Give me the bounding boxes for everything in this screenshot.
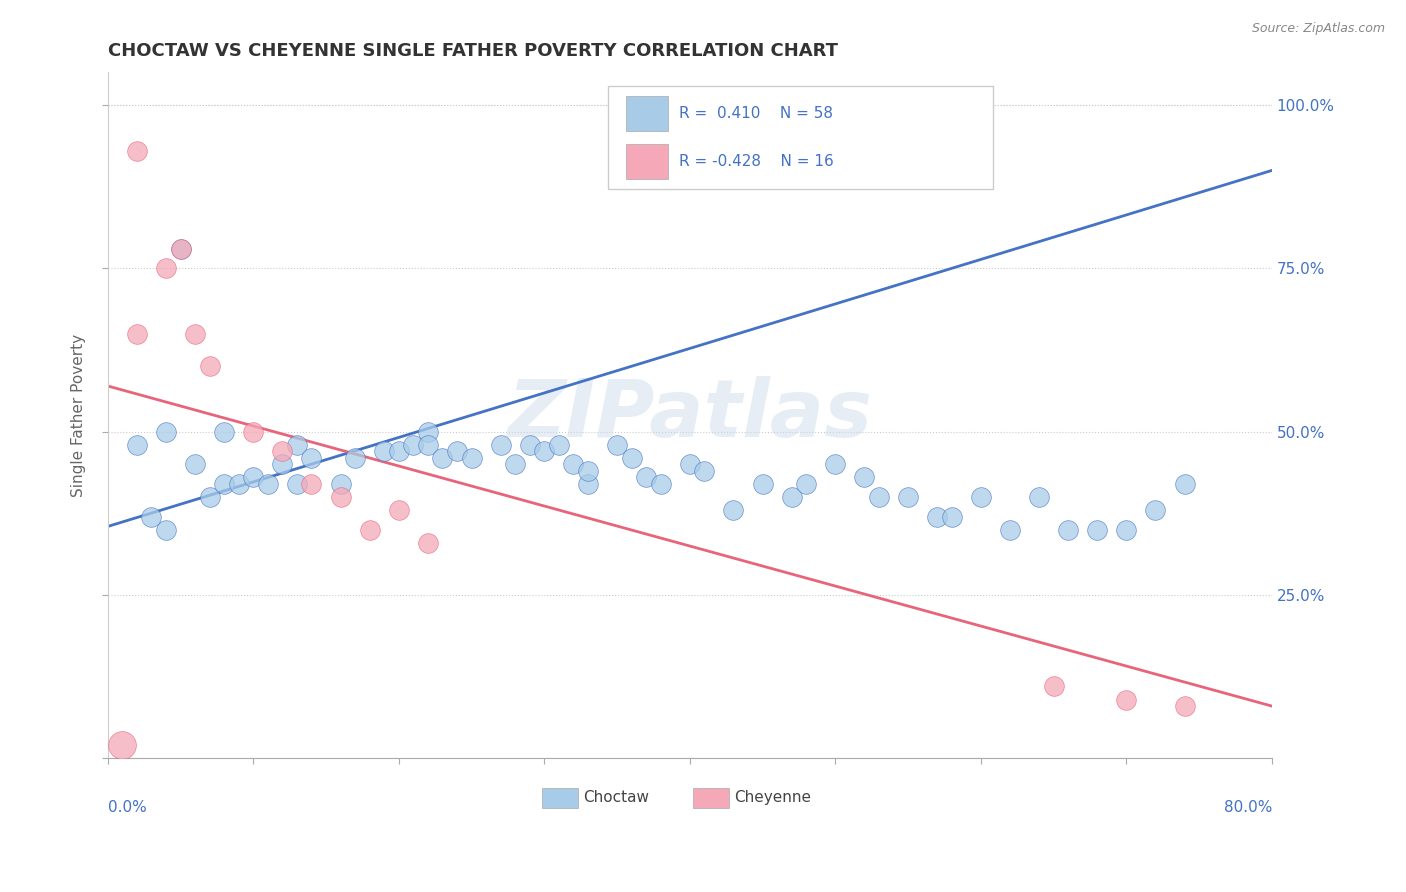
Point: [650, 477, 672, 491]
Point: [125, 438, 148, 452]
Point: [1144, 503, 1167, 517]
Point: [388, 503, 411, 517]
FancyBboxPatch shape: [693, 788, 730, 808]
Point: [927, 509, 949, 524]
Point: [679, 458, 702, 472]
Text: 0.0%: 0.0%: [108, 799, 146, 814]
Point: [1028, 490, 1050, 504]
Point: [636, 470, 658, 484]
Point: [271, 444, 294, 458]
Point: [751, 477, 773, 491]
Point: [970, 490, 993, 504]
Point: [620, 450, 643, 465]
Point: [141, 509, 163, 524]
Point: [562, 458, 585, 472]
Point: [824, 458, 846, 472]
Point: [794, 477, 817, 491]
Point: [155, 425, 177, 439]
Point: [547, 438, 569, 452]
Point: [301, 477, 323, 491]
Point: [256, 477, 278, 491]
Y-axis label: Single Father Poverty: Single Father Poverty: [72, 334, 86, 497]
Point: [416, 438, 439, 452]
Point: [301, 450, 323, 465]
Point: [212, 477, 235, 491]
Point: [519, 438, 541, 452]
Point: [503, 458, 526, 472]
Point: [1115, 692, 1137, 706]
Text: Cheyenne: Cheyenne: [734, 790, 811, 805]
Text: CHOCTAW VS CHEYENNE SINGLE FATHER POVERTY CORRELATION CHART: CHOCTAW VS CHEYENNE SINGLE FATHER POVERT…: [108, 42, 838, 60]
Point: [853, 470, 876, 484]
Point: [184, 458, 207, 472]
Point: [402, 438, 425, 452]
Point: [125, 326, 148, 341]
Point: [285, 477, 308, 491]
Point: [446, 444, 468, 458]
FancyBboxPatch shape: [626, 144, 668, 179]
Point: [228, 477, 250, 491]
Text: Source: ZipAtlas.com: Source: ZipAtlas.com: [1251, 22, 1385, 36]
Point: [1174, 699, 1197, 714]
Point: [329, 490, 352, 504]
FancyBboxPatch shape: [609, 87, 993, 189]
Point: [111, 739, 134, 753]
Point: [489, 438, 512, 452]
Point: [169, 242, 191, 256]
Point: [155, 261, 177, 276]
Point: [329, 477, 352, 491]
Point: [780, 490, 803, 504]
Point: [576, 477, 599, 491]
Text: Choctaw: Choctaw: [582, 790, 648, 805]
Point: [576, 464, 599, 478]
Point: [533, 444, 555, 458]
Point: [723, 503, 745, 517]
Point: [998, 523, 1021, 537]
Point: [242, 425, 264, 439]
Point: [242, 470, 264, 484]
Point: [184, 326, 207, 341]
Text: ZIPatlas: ZIPatlas: [508, 376, 872, 454]
Point: [212, 425, 235, 439]
Point: [606, 438, 628, 452]
Point: [373, 444, 395, 458]
Point: [388, 444, 411, 458]
FancyBboxPatch shape: [626, 95, 668, 131]
Point: [344, 450, 367, 465]
Point: [1085, 523, 1108, 537]
Text: 80.0%: 80.0%: [1223, 799, 1272, 814]
Point: [198, 490, 221, 504]
Point: [941, 509, 963, 524]
FancyBboxPatch shape: [541, 788, 578, 808]
Point: [125, 144, 148, 158]
Point: [460, 450, 482, 465]
Point: [432, 450, 454, 465]
Point: [169, 242, 191, 256]
Point: [1042, 680, 1064, 694]
Point: [359, 523, 381, 537]
Point: [1057, 523, 1080, 537]
Point: [1174, 477, 1197, 491]
Text: R = -0.428    N = 16: R = -0.428 N = 16: [679, 154, 834, 169]
Point: [897, 490, 920, 504]
Point: [285, 438, 308, 452]
Point: [198, 359, 221, 374]
Point: [155, 523, 177, 537]
Point: [271, 458, 294, 472]
Point: [1115, 523, 1137, 537]
Point: [416, 425, 439, 439]
Point: [868, 490, 890, 504]
Text: R =  0.410    N = 58: R = 0.410 N = 58: [679, 106, 834, 121]
Point: [693, 464, 716, 478]
Point: [416, 535, 439, 549]
